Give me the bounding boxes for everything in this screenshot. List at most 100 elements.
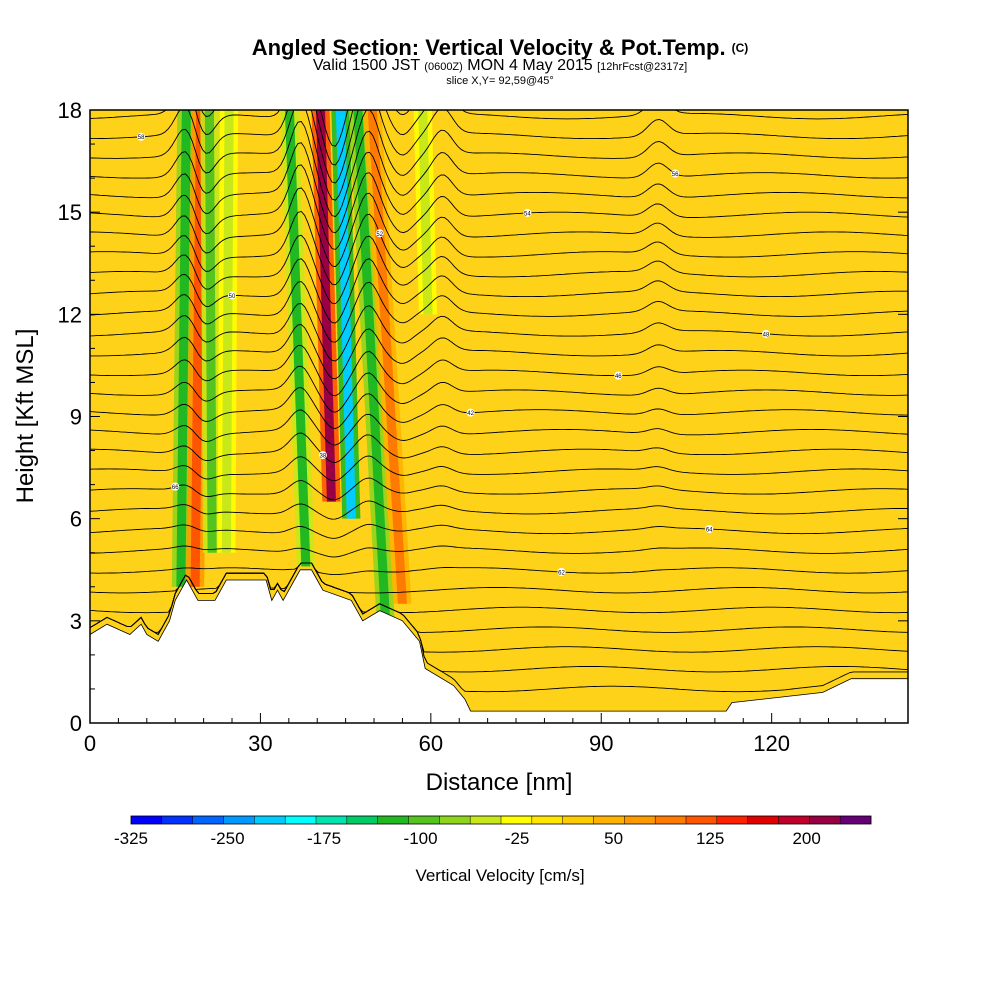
chart-title-text: Angled Section: Vertical Velocity & Pot.… <box>251 35 726 60</box>
colorbar-tick-label: -100 <box>404 829 438 848</box>
x-tick-label: 90 <box>589 731 613 756</box>
velocity-band <box>176 110 191 587</box>
velocity-band <box>315 110 336 502</box>
theta-label-bg <box>228 291 237 300</box>
theta-contour <box>90 164 908 250</box>
theta-contour <box>90 258 908 324</box>
terrain-mask <box>90 569 908 723</box>
colorbar-tick-label: 200 <box>792 829 820 848</box>
axes: 0 30 60 90 120 0 3 6 9 12 15 18 <box>58 98 908 756</box>
y-tick-label: 0 <box>70 711 82 736</box>
chart-title-block: Angled Section: Vertical Velocity & Pot.… <box>0 36 1000 88</box>
theta-contour <box>90 432 908 463</box>
theta-contour <box>90 303 908 362</box>
theta-contour <box>90 187 908 268</box>
valid-utc: (0600Z) <box>424 61 463 73</box>
colorbar-swatch <box>346 816 378 824</box>
colorbar-swatch <box>562 816 594 824</box>
theta-label: 62 <box>558 571 565 577</box>
x-axis-label: Distance [nm] <box>426 769 573 796</box>
colorbar-swatch <box>131 816 163 824</box>
colorbar-tick-label: -250 <box>211 829 245 848</box>
theta-label: 60 <box>285 64 292 70</box>
x-tick-label: 0 <box>84 731 96 756</box>
velocity-band <box>204 110 217 553</box>
colorbar-swatch <box>254 816 286 824</box>
theta-label: 46 <box>615 374 622 380</box>
chart-subtitle: Valid 1500 JST (0600Z) MON 4 May 2015 [1… <box>0 58 1000 75</box>
colorbar-swatch <box>501 816 533 824</box>
theta-contour <box>90 110 908 166</box>
colorbar-swatch <box>778 816 810 824</box>
theta-label: 64 <box>706 528 713 534</box>
theta-label-bg <box>671 169 680 178</box>
slice-info: slice X,Y= 92,59@45° <box>446 75 554 87</box>
colorbar-swatch <box>747 816 779 824</box>
colorbar-tick-label: 125 <box>696 829 724 848</box>
colorbar-swatch <box>470 816 502 824</box>
theta-label: 54 <box>524 211 531 217</box>
theta-contour <box>90 110 908 184</box>
y-tick-label: 9 <box>70 405 82 430</box>
colorbar-tick-label: -325 <box>114 829 148 848</box>
y-tick-label: 6 <box>70 507 82 532</box>
y-tick-label: 15 <box>58 200 82 225</box>
theta-label: 56 <box>672 172 679 178</box>
theta-contour <box>90 562 908 576</box>
theta-contour <box>90 234 908 305</box>
theta-contour <box>90 324 908 380</box>
colorbar-swatch <box>439 816 471 824</box>
velocity-band <box>418 110 433 315</box>
theta-contour <box>90 523 908 539</box>
valid-date: MON 4 May 2015 <box>467 57 593 74</box>
colorbar-swatch <box>624 816 656 824</box>
y-tick-label: 18 <box>58 98 82 123</box>
theta-label: 52 <box>376 232 383 238</box>
x-tick-label: 60 <box>419 731 443 756</box>
theta-label-bg <box>614 371 623 380</box>
colorbar-tick-label: 50 <box>604 829 623 848</box>
colorbar-swatch <box>192 816 224 824</box>
theta-contour-labels: 26303438424648505254565860626466 <box>137 62 770 577</box>
theta-contour <box>90 455 908 482</box>
theta-contour <box>90 409 908 446</box>
theta-contour <box>90 344 908 397</box>
theta-label-bg <box>375 229 384 238</box>
velocity-band <box>335 110 356 519</box>
colorbar-swatch <box>531 816 563 824</box>
colorbar-swatch <box>408 816 440 824</box>
theta-label-bg <box>705 525 714 534</box>
colorbar-swatch <box>223 816 255 824</box>
theta-label-bg <box>318 451 327 460</box>
valid-time: Valid 1500 JST <box>312 57 420 74</box>
theta-label: 42 <box>467 411 474 417</box>
theta-contour <box>90 387 908 429</box>
theta-contour <box>90 477 908 501</box>
colorbar-tick-label: -175 <box>307 829 341 848</box>
colorbar-swatch <box>655 816 687 824</box>
theta-contours <box>90 110 908 693</box>
theta-contour <box>90 142 908 234</box>
theta-contour <box>90 500 908 520</box>
theta-label-bg <box>285 62 293 70</box>
theta-label-bg <box>557 568 566 577</box>
velocity-band <box>353 110 390 618</box>
colorbar-swatch <box>593 816 625 824</box>
chart-title-tag: (C) <box>731 41 749 55</box>
chart-title: Angled Section: Vertical Velocity & Pot.… <box>0 36 1000 60</box>
theta-label-bg <box>171 482 180 491</box>
y-axis-label: Height [Kft MSL] <box>12 329 39 504</box>
theta-label-bg <box>523 208 532 217</box>
theta-contour <box>90 545 908 558</box>
colorbar-swatch <box>377 816 409 824</box>
theta-contour <box>90 281 908 343</box>
colorbar: -325 -250 -175 -100 -25 50 125 200 <box>114 815 872 848</box>
velocity-band <box>284 110 311 567</box>
theta-contour <box>90 562 908 594</box>
theta-label-bg <box>137 132 146 141</box>
forecast-info: [12hrFcst@2317z] <box>597 61 688 73</box>
colorbar-swatch <box>840 816 872 824</box>
theta-label: 58 <box>138 135 145 141</box>
y-tick-label: 3 <box>70 609 82 634</box>
